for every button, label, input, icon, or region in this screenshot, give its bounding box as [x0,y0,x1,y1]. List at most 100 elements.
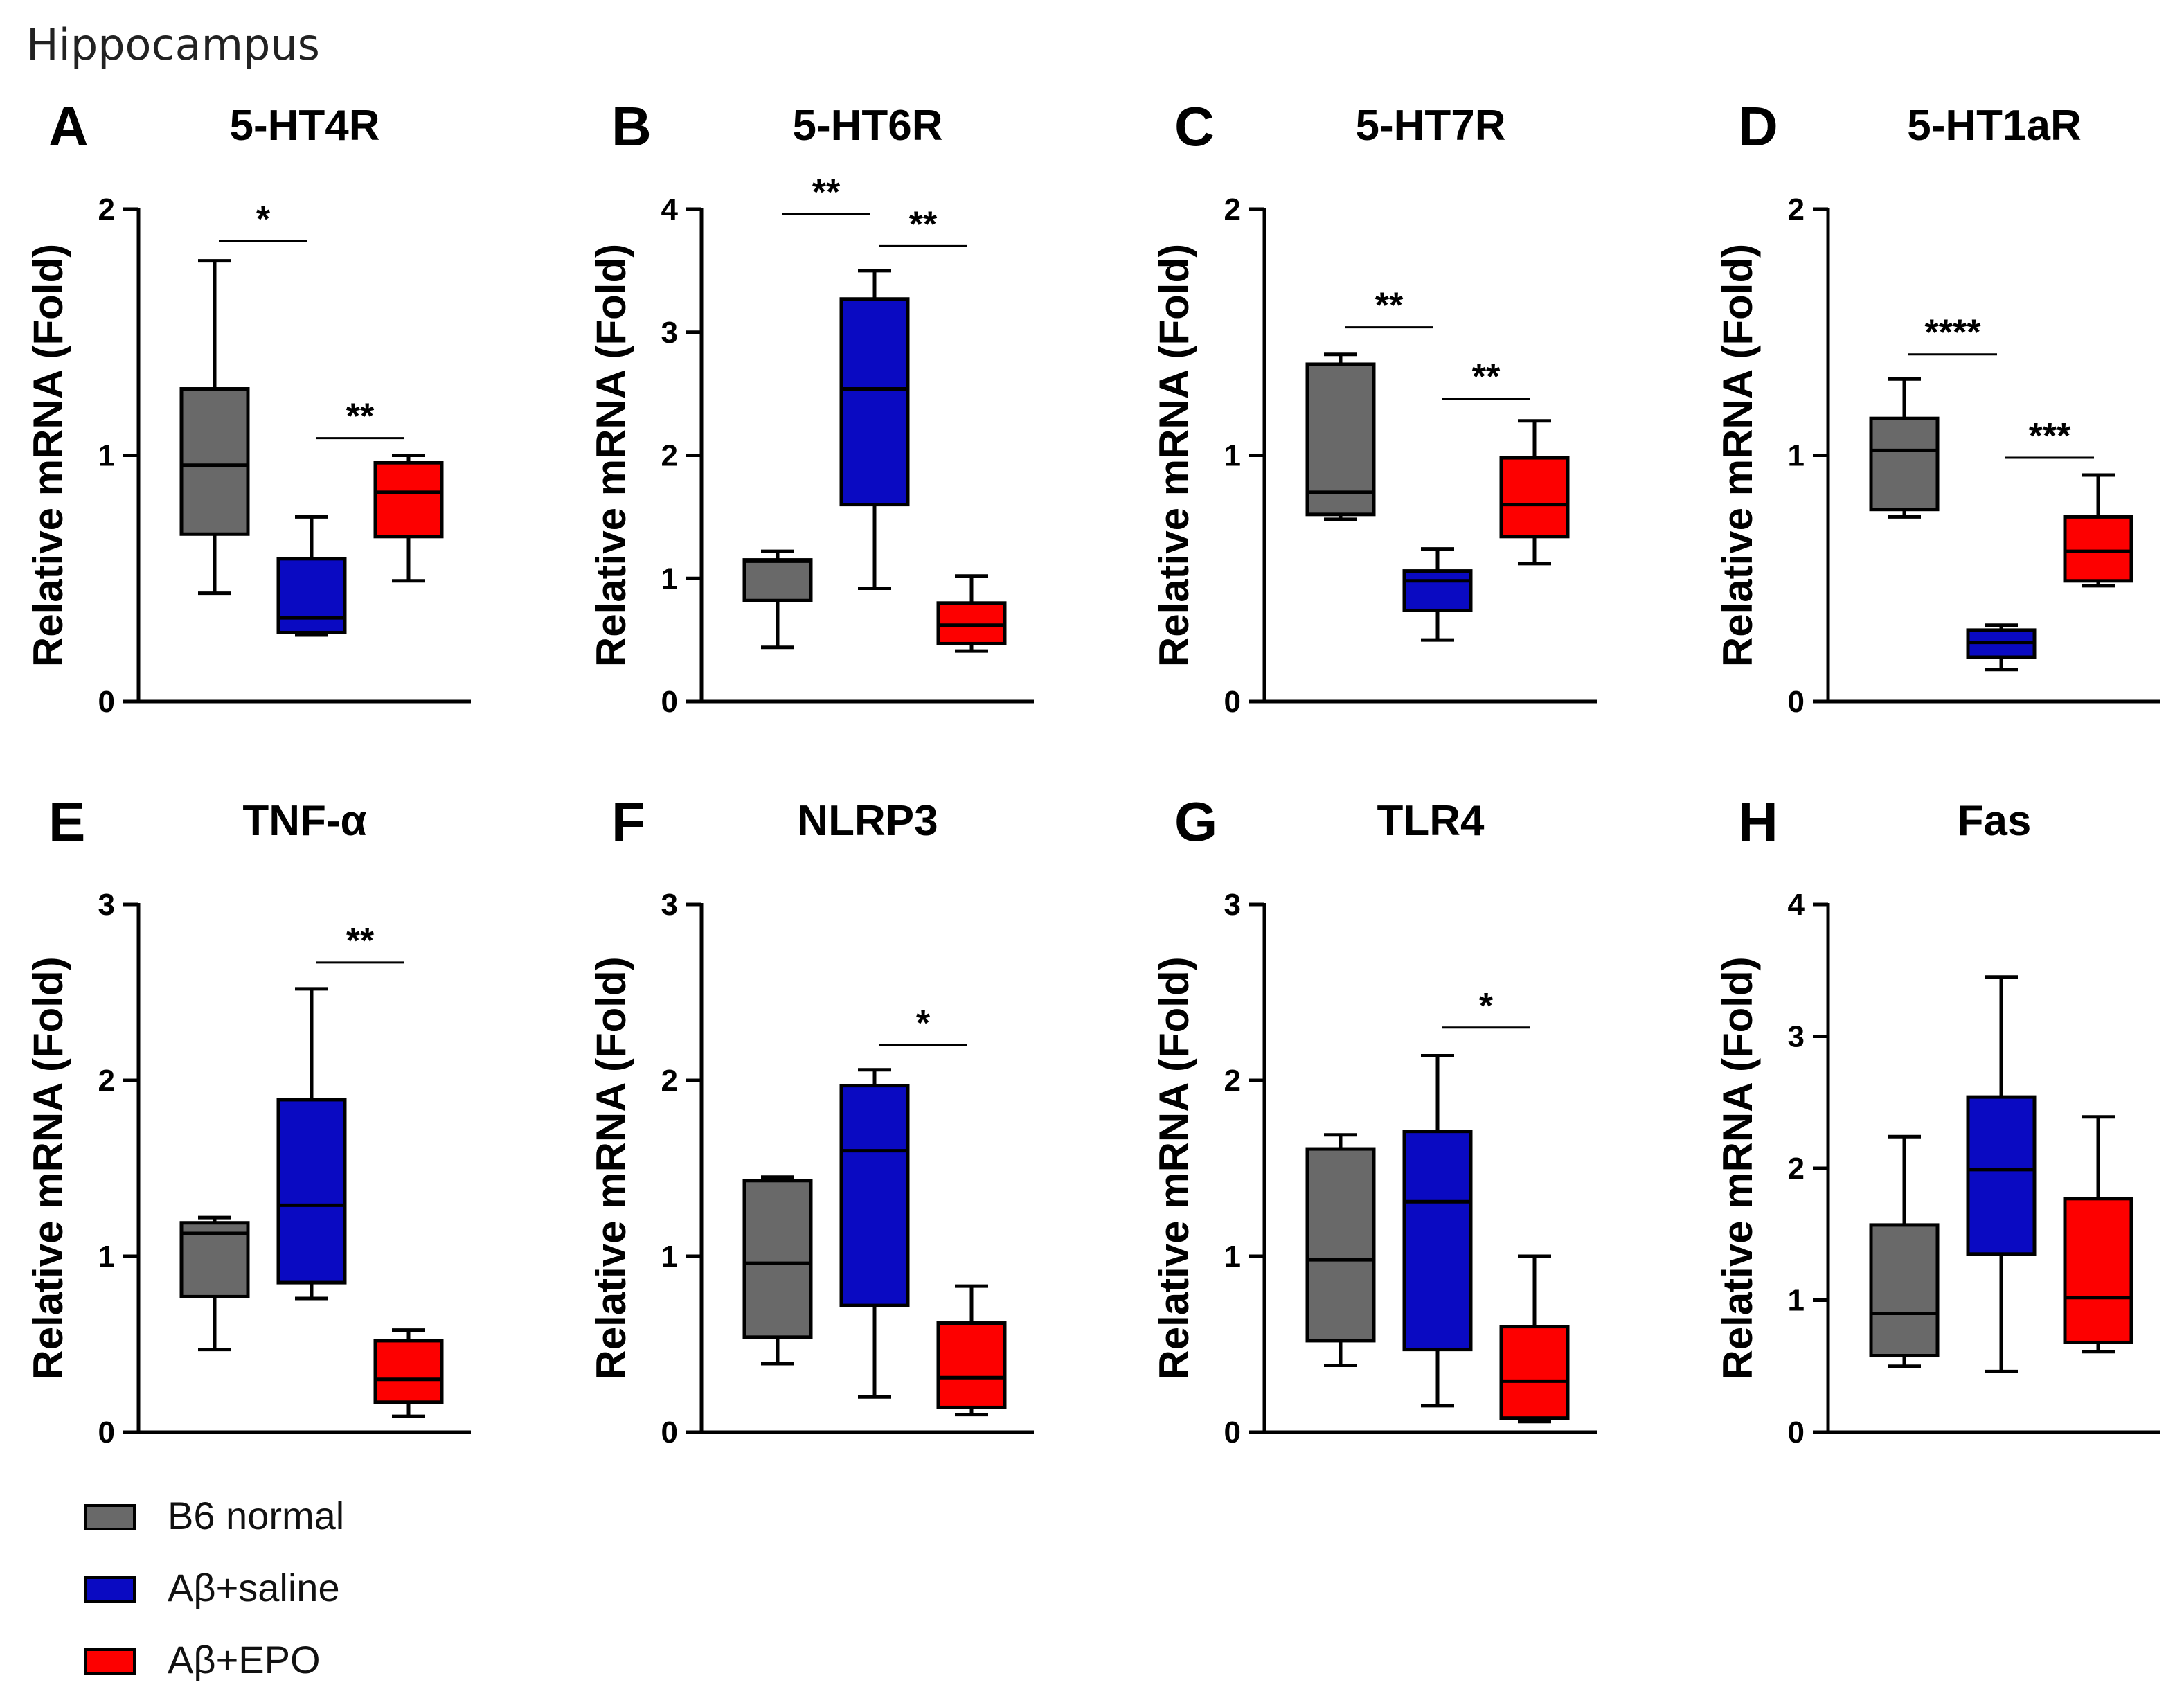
panel-letter: B [611,96,652,157]
y-axis-label: Relative mRNA (Fold) [588,244,634,667]
y-axis-label: Relative mRNA (Fold) [1151,244,1197,667]
box-body [373,461,444,539]
y-tick-label: 3 [661,888,678,922]
box-body [1966,1095,2037,1256]
y-tick-label: 0 [1224,685,1241,719]
panel-letter: C [1174,96,1215,157]
box-body [1869,416,1940,512]
y-tick-label: 3 [661,316,678,350]
legend-label-ab-epo: Aβ+EPO [168,1638,321,1681]
box-body [1499,456,1570,539]
box-body [839,297,910,507]
box-b6-normal [1869,377,1940,519]
y-tick-label: 3 [98,888,115,922]
y-tick-label: 2 [1224,1064,1241,1098]
box-body [839,1084,910,1307]
box-ab-epo [2063,473,2133,588]
y-tick-label: 0 [98,1416,115,1449]
panel-title: NLRP3 [797,797,938,845]
box-ab-saline [1966,975,2037,1373]
y-tick-label: 0 [1788,685,1805,719]
y-tick-label: 1 [661,562,678,596]
panel-title: 5-HT4R [229,102,379,150]
significance-label: * [1479,986,1494,1026]
significance-label: ** [346,397,375,437]
y-tick-label: 3 [1788,1020,1805,1054]
y-tick-label: 1 [98,1240,115,1274]
y-tick-label: 1 [1788,439,1805,473]
box-ab-epo [1499,419,1570,566]
y-axis-label: Relative mRNA (Fold) [25,956,71,1380]
box-ab-epo [936,574,1007,653]
box-ab-saline [276,515,347,637]
y-tick-label: 0 [98,685,115,719]
y-axis-label: Relative mRNA (Fold) [1151,956,1197,1380]
box-body [2063,515,2133,583]
box-ab-epo [1499,1254,1570,1424]
y-tick-label: 2 [98,193,115,226]
legend-label-ab-saline: Aβ+saline [168,1566,340,1609]
box-body [373,1339,444,1404]
panel-letter: A [48,96,89,157]
y-tick-label: 1 [98,439,115,473]
box-b6-normal [179,259,250,596]
box-ab-epo [2063,1115,2133,1354]
panel-e: E TNF-α Relative mRNA (Fold) 0 1 2 3 ** [25,791,471,1449]
panel-letter: F [611,791,645,852]
panel-letter: G [1174,791,1217,852]
box-ab-saline [839,1068,910,1399]
box-body [1499,1325,1570,1420]
box-body [742,558,813,602]
significance-label: **** [1925,313,1982,353]
panel-title: TLR4 [1377,797,1485,845]
box-body [1402,1130,1473,1352]
legend-label-b6-normal: B6 normal [168,1494,345,1537]
panel-g: G TLR4 Relative mRNA (Fold) 0 1 2 3 * [1151,791,1597,1449]
box-body [2063,1197,2133,1344]
y-tick-label: 1 [661,1240,678,1274]
box-ab-saline [1402,547,1473,642]
y-axis-label: Relative mRNA (Fold) [25,244,71,667]
box-body [936,1321,1007,1409]
y-tick-label: 3 [1224,888,1241,922]
legend-swatch-ab-epo [84,1648,136,1675]
y-tick-label: 0 [1788,1416,1805,1449]
panel-h: H Fas Relative mRNA (Fold) 0 1 2 3 4 [1715,791,2160,1449]
y-tick-label: 0 [661,685,678,719]
panel-title: 5-HT1aR [1907,102,2082,150]
y-tick-label: 2 [661,439,678,473]
significance-label: * [916,1003,931,1044]
box-body [742,1179,813,1339]
y-tick-label: 2 [1224,193,1241,226]
box-body [179,387,250,536]
significance-label: ** [909,204,938,244]
box-body [179,1221,250,1298]
significance-label: ** [1472,357,1501,398]
panel-letter: H [1738,791,1778,852]
y-tick-label: 2 [98,1064,115,1098]
box-b6-normal [742,1175,813,1366]
box-body [1402,569,1473,612]
legend-swatch-b6-normal [84,1504,136,1530]
panel-title: 5-HT7R [1355,102,1505,150]
box-b6-normal [1305,1133,1376,1367]
y-tick-label: 1 [1224,1240,1241,1274]
y-axis-label: Relative mRNA (Fold) [1715,244,1761,667]
y-tick-label: 1 [1788,1284,1805,1318]
y-tick-label: 0 [1224,1416,1241,1449]
legend-swatch-ab-saline [84,1576,136,1603]
y-tick-label: 0 [661,1416,678,1449]
box-ab-epo [373,1328,444,1418]
y-tick-label: 4 [1788,888,1805,922]
box-ab-epo [936,1284,1007,1417]
y-tick-label: 4 [661,193,679,226]
box-body [936,601,1007,645]
y-tick-label: 2 [1788,1152,1805,1186]
panel-letter: E [48,791,85,852]
box-ab-saline [1966,623,2037,672]
box-body [276,557,347,634]
box-body [1869,1223,1940,1358]
box-ab-epo [373,454,444,583]
